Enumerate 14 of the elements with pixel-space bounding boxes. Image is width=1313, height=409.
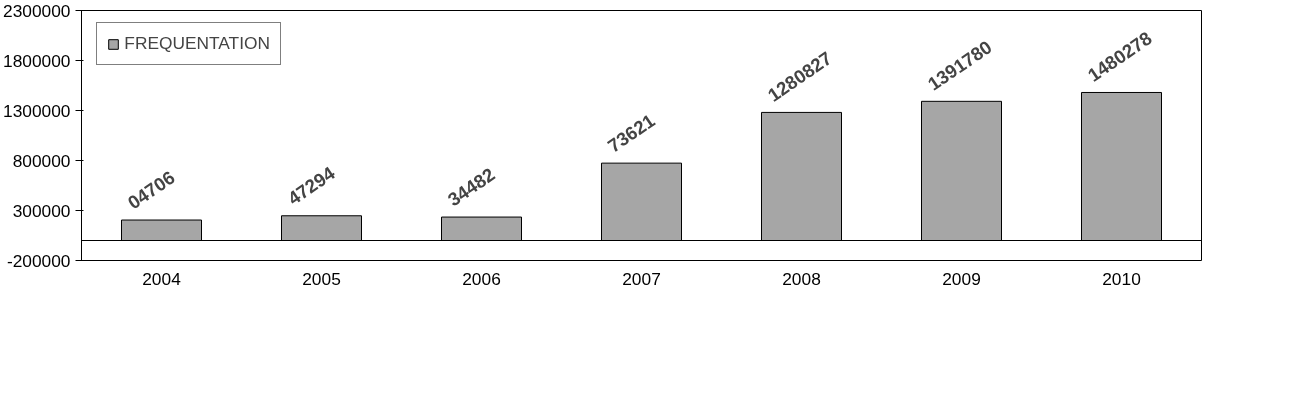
y-tick-label: 300000 [12,200,71,221]
x-tick-label: 2009 [942,268,981,289]
y-tick-label: 2300000 [3,0,71,21]
x-tick-label: 2007 [622,268,661,289]
x-tick-label: 2005 [302,268,341,289]
y-tick-label: -200000 [6,250,71,271]
x-tick-label: 2008 [782,268,821,289]
x-tick-label: 2010 [1102,268,1141,289]
y-tick-label: 1800000 [3,50,71,71]
y-tick-label: 800000 [12,150,71,171]
y-tick-label: 1300000 [3,100,71,121]
x-tick-label: 2004 [142,268,182,289]
x-tick-label: 2006 [462,268,501,289]
legend-label: FREQUENTATION [124,33,271,54]
